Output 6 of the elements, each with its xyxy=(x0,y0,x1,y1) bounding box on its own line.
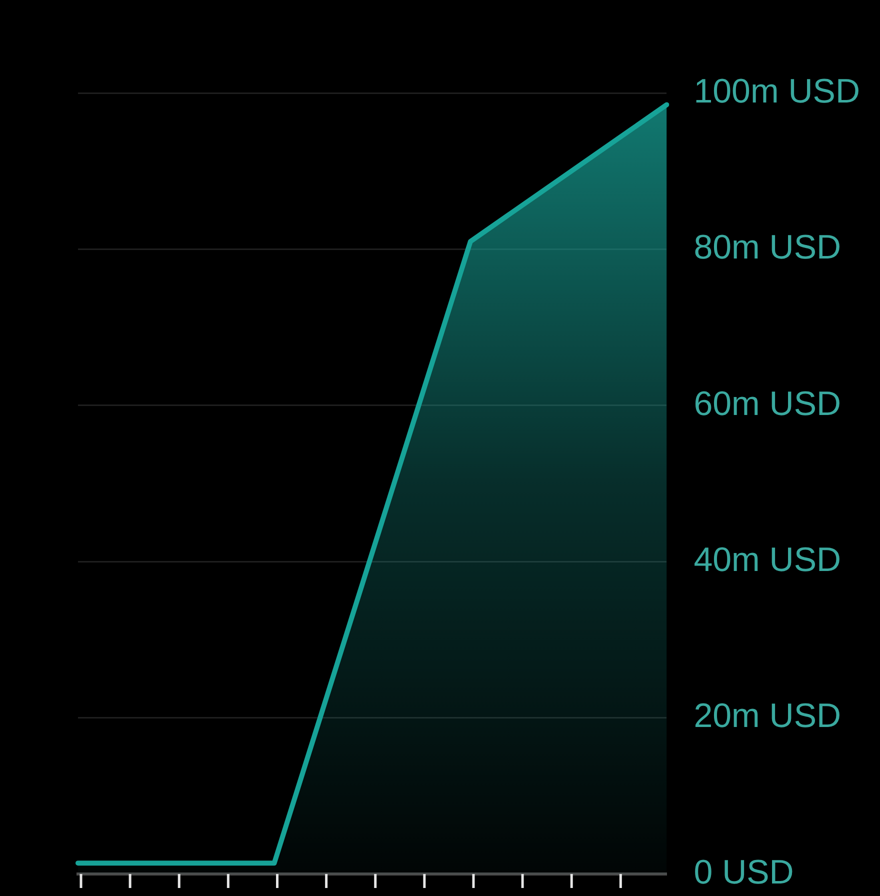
y-tick-label: 40m USD xyxy=(694,540,842,579)
y-tick-label: 100m USD xyxy=(694,72,860,110)
y-tick-label: 20m USD xyxy=(694,697,842,736)
y-tick-label: 0 USD xyxy=(694,853,794,892)
y-tick-label: 60m USD xyxy=(694,384,842,423)
y-tick-label: 80m USD xyxy=(694,228,842,267)
